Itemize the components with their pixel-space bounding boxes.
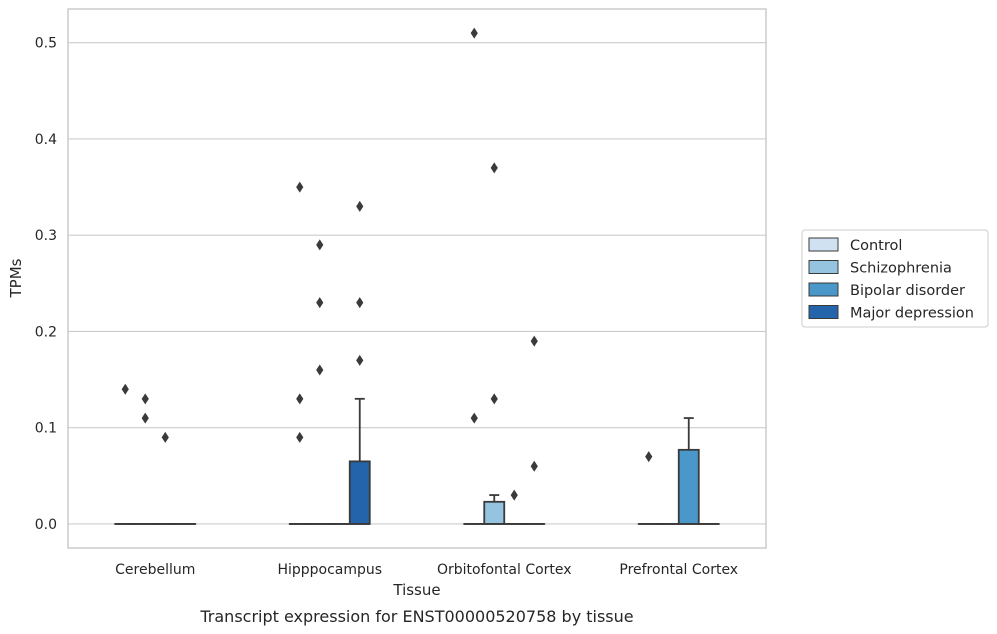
legend-label: Bipolar disorder	[850, 283, 965, 299]
outlier-layer	[121, 27, 653, 501]
outlier-point	[316, 364, 324, 376]
outlier-point	[296, 181, 304, 193]
outlier-point	[141, 393, 149, 405]
x-tick-label: Hipppocampus	[277, 562, 382, 578]
y-tick-label: 0.2	[35, 324, 57, 340]
x-tick-label: Orbitofontal Cortex	[437, 562, 572, 578]
y-axis-title: TPMs	[7, 258, 25, 298]
legend-label: Control	[850, 238, 902, 254]
outlier-point	[490, 393, 498, 405]
legend-swatch	[808, 305, 839, 319]
plot-frame	[67, 8, 767, 549]
x-tick-label: Prefrontal Cortex	[619, 562, 738, 578]
outlier-point	[356, 200, 364, 212]
outlier-point	[470, 27, 478, 39]
x-tick-label: Cerebellum	[115, 562, 195, 578]
outlier-point	[645, 451, 653, 463]
chart-caption: Transcript expression for ENST0000052075…	[199, 607, 633, 626]
legend-label: Major depression	[850, 306, 974, 322]
y-tick-label: 0.3	[35, 228, 57, 244]
legend-swatch	[808, 282, 839, 297]
box-schizophrenia	[483, 494, 506, 525]
box-bipolar-disorder	[677, 417, 700, 525]
outlier-point	[490, 162, 498, 174]
x-axis-title: Tissue	[392, 581, 440, 599]
box-body	[483, 500, 506, 525]
outlier-point	[121, 383, 129, 395]
legend-swatch	[808, 237, 839, 252]
box-major-depression	[348, 397, 371, 525]
y-tick-label: 0.0	[35, 517, 57, 533]
outlier-point	[510, 489, 518, 501]
outlier-point	[356, 354, 364, 366]
y-tick-label: 0.1	[35, 421, 57, 437]
y-tick-label: 0.5	[35, 36, 57, 52]
y-tick-label: 0.4	[35, 132, 57, 148]
outlier-point	[141, 412, 149, 424]
legend-swatch	[808, 260, 839, 274]
legend-label: Schizophrenia	[850, 261, 952, 277]
y-tick-labels: 0.0 0.1 0.2 0.3 0.4 0.5	[35, 36, 57, 533]
box-body	[348, 460, 371, 525]
outlier-point	[470, 412, 478, 424]
legend-frame	[801, 229, 989, 328]
box-body	[677, 448, 700, 525]
outlier-point	[316, 239, 324, 251]
outlier-point	[296, 431, 304, 443]
outlier-point	[530, 460, 538, 472]
outlier-point	[316, 297, 324, 309]
outlier-point	[356, 297, 364, 309]
outlier-point	[161, 431, 169, 443]
box-series-layer	[114, 397, 720, 525]
legend-items: Control Schizophrenia Bipolar disorder Majo…	[808, 237, 974, 322]
grid-lines	[68, 42, 766, 525]
outlier-point	[530, 335, 538, 347]
legend: Control Schizophrenia Bipolar disorder Majo…	[801, 229, 989, 328]
outlier-point	[296, 393, 304, 405]
x-tick-labels: Cerebellum Hipppocampus Orbitofontal Corte…	[115, 562, 738, 578]
